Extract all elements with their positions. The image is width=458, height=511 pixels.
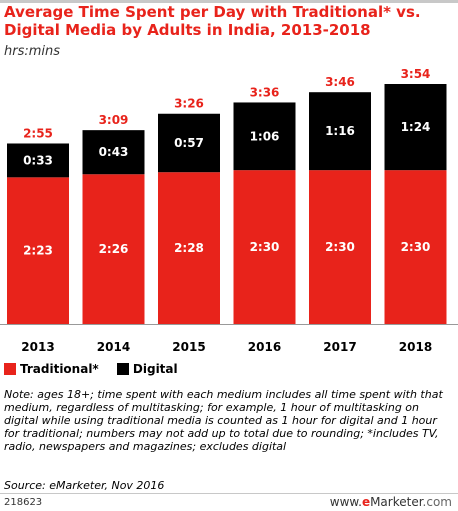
x-tick-label-2017: 2017 xyxy=(323,340,356,354)
data-label-digital-2013: 0:33 xyxy=(23,153,53,167)
total-label-2013: 2:55 xyxy=(23,126,53,140)
data-label-digital-2017: 1:16 xyxy=(325,124,355,138)
data-label-traditional-2014: 2:26 xyxy=(99,242,129,256)
bar-digital-2017 xyxy=(309,92,371,171)
chart-subtitle: hrs:mins xyxy=(4,44,61,59)
chart-source: Source: eMarketer, Nov 2016 xyxy=(4,479,165,492)
brand-prefix: www. xyxy=(329,495,362,509)
legend-label-digital: Digital xyxy=(132,362,178,376)
legend-swatch-digital xyxy=(116,363,129,375)
bar-digital-2014 xyxy=(82,130,145,175)
data-label-traditional-2018: 2:30 xyxy=(401,240,431,254)
bar-traditional-2016 xyxy=(233,170,296,324)
bar-traditional-2013 xyxy=(7,177,69,324)
bar-traditional-2014 xyxy=(82,174,145,324)
total-label-2015: 3:26 xyxy=(174,97,204,111)
bar-digital-2013 xyxy=(7,143,69,178)
chart-legend: Traditional* Digital xyxy=(4,362,192,378)
legend-item-digital: Digital xyxy=(116,362,178,376)
x-tick-label-2016: 2016 xyxy=(248,340,281,354)
total-label-2017: 3:46 xyxy=(325,75,355,89)
bar-traditional-2015 xyxy=(158,172,220,324)
brand-name: Marketer xyxy=(370,495,423,509)
bar-traditional-2018 xyxy=(384,170,447,324)
legend-label-traditional: Traditional* xyxy=(20,362,99,376)
bar-traditional-2017 xyxy=(309,170,371,324)
brand-e: e xyxy=(361,495,371,509)
bar-digital-2016 xyxy=(233,102,296,171)
data-label-traditional-2017: 2:30 xyxy=(325,240,355,254)
x-tick-label-2015: 2015 xyxy=(172,340,205,354)
chart-title: Average Time Spent per Day with Traditio… xyxy=(4,3,421,39)
chart-note: Note: ages 18+; time spent with each med… xyxy=(4,388,443,453)
x-tick-label-2014: 2014 xyxy=(97,340,130,354)
brand-suffix: .com xyxy=(422,495,452,509)
chart-id: 218623 xyxy=(4,497,43,508)
bar-digital-2018 xyxy=(384,84,447,171)
legend-item-traditional: Traditional* xyxy=(4,362,99,376)
legend-swatch-traditional xyxy=(4,363,16,375)
data-label-traditional-2016: 2:30 xyxy=(250,240,280,254)
emarketer-link[interactable]: www.eMarketer.com xyxy=(330,495,452,509)
footer-divider xyxy=(0,493,458,494)
data-label-traditional-2013: 2:23 xyxy=(23,244,53,258)
top-border xyxy=(0,0,458,3)
total-label-2018: 3:54 xyxy=(401,67,431,81)
x-tick-label-2018: 2018 xyxy=(399,340,432,354)
data-label-digital-2018: 1:24 xyxy=(401,120,431,134)
bar-digital-2015 xyxy=(158,113,220,173)
total-label-2016: 3:36 xyxy=(250,85,280,99)
stacked-bar-chart: 2:23 0:33 2:55 2013 2:26 0:43 3:09 2014 2:28 0:57… xyxy=(0,67,458,354)
x-tick-label-2013: 2013 xyxy=(21,340,54,354)
total-label-2014: 3:09 xyxy=(99,113,129,127)
data-label-digital-2016: 1:06 xyxy=(250,129,280,143)
data-label-traditional-2015: 2:28 xyxy=(174,241,204,255)
data-label-digital-2015: 0:57 xyxy=(174,136,204,150)
data-label-digital-2014: 0:43 xyxy=(99,145,129,159)
